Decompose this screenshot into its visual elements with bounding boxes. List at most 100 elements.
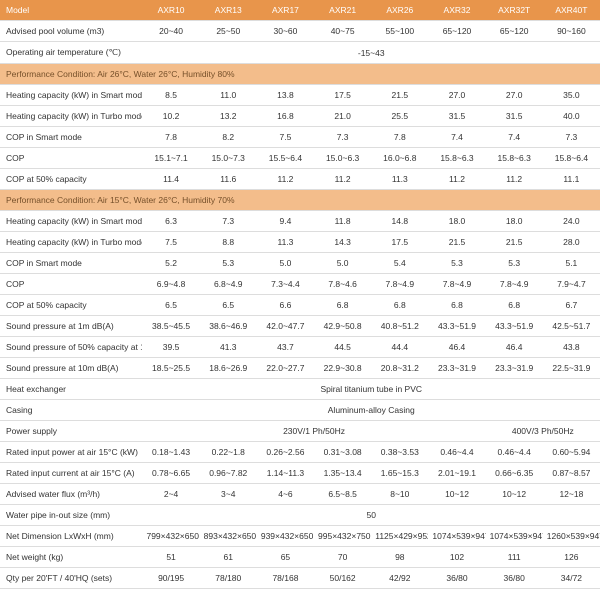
data-cell: 13.2 bbox=[200, 106, 257, 127]
data-cell: 6.8 bbox=[428, 295, 485, 316]
data-cell: 6.5~8.5 bbox=[314, 484, 371, 505]
data-cell: 7.3 bbox=[200, 211, 257, 232]
row-label: Heating capacity (kW) in Turbo mode bbox=[0, 106, 142, 127]
data-cell: 6.7 bbox=[543, 295, 600, 316]
data-row: COP at 50% capacity11.411.611.211.211.31… bbox=[0, 169, 600, 190]
row-label: Sound pressure at 1m dB(A) bbox=[0, 316, 142, 337]
data-cell: 43.3~51.9 bbox=[486, 316, 543, 337]
data-cell: 1074×539×947 bbox=[428, 526, 485, 547]
data-cell: 34/72 bbox=[543, 568, 600, 589]
data-cell: 24.0 bbox=[543, 211, 600, 232]
data-cell: 6.9~4.8 bbox=[142, 274, 199, 295]
data-cell: 102 bbox=[428, 547, 485, 568]
data-cell: 7.8~4.9 bbox=[428, 274, 485, 295]
data-cell: 22.0~27.7 bbox=[257, 358, 314, 379]
data-cell: 5.3 bbox=[428, 253, 485, 274]
data-cell: 78/168 bbox=[257, 568, 314, 589]
data-cell: 40.8~51.2 bbox=[371, 316, 428, 337]
data-cell: 55~100 bbox=[371, 21, 428, 42]
data-cell: 6.3 bbox=[142, 211, 199, 232]
section-row: Performance Condition: Air 26°C, Water 2… bbox=[0, 64, 600, 85]
data-cell: 6.8~4.9 bbox=[200, 274, 257, 295]
data-cell: 5.0 bbox=[257, 253, 314, 274]
data-row: Water pipe in-out size (mm)50 bbox=[0, 505, 600, 526]
data-cell: 41.3 bbox=[200, 337, 257, 358]
row-label: Qty per 20'FT / 40'HQ (sets) bbox=[0, 568, 142, 589]
data-cell: 15.0~7.3 bbox=[200, 148, 257, 169]
data-cell: 893×432×650 bbox=[200, 526, 257, 547]
data-row: Advised water flux (m³/h)2~43~44~66.5~8.… bbox=[0, 484, 600, 505]
row-label: COP bbox=[0, 148, 142, 169]
data-row: Sound pressure at 10m dB(A)18.5~25.518.6… bbox=[0, 358, 600, 379]
model-header: AXR13 bbox=[200, 0, 257, 21]
data-cell: 11.6 bbox=[200, 169, 257, 190]
data-cell: 65 bbox=[257, 547, 314, 568]
data-cell: 27.0 bbox=[486, 85, 543, 106]
data-cell: 21.5 bbox=[371, 85, 428, 106]
row-label: Rated input power at air 15°C (kW) bbox=[0, 442, 142, 463]
data-cell: 98 bbox=[371, 547, 428, 568]
data-cell: 42.9~50.8 bbox=[314, 316, 371, 337]
data-cell: 2~4 bbox=[142, 484, 199, 505]
data-cell-span: 400V/3 Ph/50Hz bbox=[486, 421, 600, 442]
data-cell: 11.8 bbox=[314, 211, 371, 232]
data-cell: 0.38~3.53 bbox=[371, 442, 428, 463]
data-cell: 7.5 bbox=[257, 127, 314, 148]
data-row: Heating capacity (kW) in Turbo mode7.58.… bbox=[0, 232, 600, 253]
data-cell: 90/195 bbox=[142, 568, 199, 589]
data-row: Rated input current at air 15°C (A)0.78~… bbox=[0, 463, 600, 484]
data-cell: 39.5 bbox=[142, 337, 199, 358]
section-title: Performance Condition: Air 26°C, Water 2… bbox=[0, 64, 600, 85]
data-row: Sound pressure at 1m dB(A)38.5~45.538.6~… bbox=[0, 316, 600, 337]
data-cell: 65~120 bbox=[428, 21, 485, 42]
data-cell-span: Aluminum-alloy Casing bbox=[142, 400, 600, 421]
data-cell: 27.0 bbox=[428, 85, 485, 106]
data-cell: 1260×539×947 bbox=[543, 526, 600, 547]
data-cell: 42.5~51.7 bbox=[543, 316, 600, 337]
data-cell: 40.0 bbox=[543, 106, 600, 127]
data-cell: 15.8~6.3 bbox=[486, 148, 543, 169]
data-cell: 18.0 bbox=[428, 211, 485, 232]
data-cell: 20~40 bbox=[142, 21, 199, 42]
data-cell: 17.5 bbox=[371, 232, 428, 253]
data-cell: 995×432×750 bbox=[314, 526, 371, 547]
data-cell: 46.4 bbox=[486, 337, 543, 358]
data-cell: 14.3 bbox=[314, 232, 371, 253]
data-cell: 1074×539×947 bbox=[486, 526, 543, 547]
row-label: Operating air temperature (℃) bbox=[0, 42, 142, 64]
data-cell: 22.9~30.8 bbox=[314, 358, 371, 379]
data-cell: 18.0 bbox=[486, 211, 543, 232]
data-cell: 7.8 bbox=[371, 127, 428, 148]
data-cell: 5.4 bbox=[371, 253, 428, 274]
data-cell: 7.8~4.9 bbox=[486, 274, 543, 295]
data-cell: 5.3 bbox=[200, 253, 257, 274]
data-cell: 126 bbox=[543, 547, 600, 568]
data-row: COP in Smart mode7.88.27.57.37.87.47.47.… bbox=[0, 127, 600, 148]
data-cell: 0.87~8.57 bbox=[543, 463, 600, 484]
data-cell: 20.8~31.2 bbox=[371, 358, 428, 379]
row-label: Advised water flux (m³/h) bbox=[0, 484, 142, 505]
model-header: AXR10 bbox=[142, 0, 199, 21]
row-label: Sound pressure of 50% capacity at 1m dB(… bbox=[0, 337, 142, 358]
model-header: AXR26 bbox=[371, 0, 428, 21]
data-row: Operating air temperature (℃)-15~43 bbox=[0, 42, 600, 64]
data-cell: 65~120 bbox=[486, 21, 543, 42]
data-cell: 5.3 bbox=[486, 253, 543, 274]
data-cell: 23.3~31.9 bbox=[428, 358, 485, 379]
row-label: Heating capacity (kW) in Smart mode bbox=[0, 85, 142, 106]
row-label: Water pipe in-out size (mm) bbox=[0, 505, 142, 526]
data-cell: 38.5~45.5 bbox=[142, 316, 199, 337]
row-label: Net Dimension LxWxH (mm) bbox=[0, 526, 142, 547]
data-cell: 8~10 bbox=[371, 484, 428, 505]
data-row: Sound pressure of 50% capacity at 1m dB(… bbox=[0, 337, 600, 358]
row-label: Heat exchanger bbox=[0, 379, 142, 400]
data-cell: 30~60 bbox=[257, 21, 314, 42]
data-cell: 11.2 bbox=[486, 169, 543, 190]
data-cell: 799×432×650 bbox=[142, 526, 199, 547]
data-cell: 28.0 bbox=[543, 232, 600, 253]
data-cell: 7.8 bbox=[142, 127, 199, 148]
data-cell: 22.5~31.9 bbox=[543, 358, 600, 379]
row-label: COP in Smart mode bbox=[0, 127, 142, 148]
data-cell-span: -15~43 bbox=[142, 42, 600, 64]
data-cell: 16.8 bbox=[257, 106, 314, 127]
